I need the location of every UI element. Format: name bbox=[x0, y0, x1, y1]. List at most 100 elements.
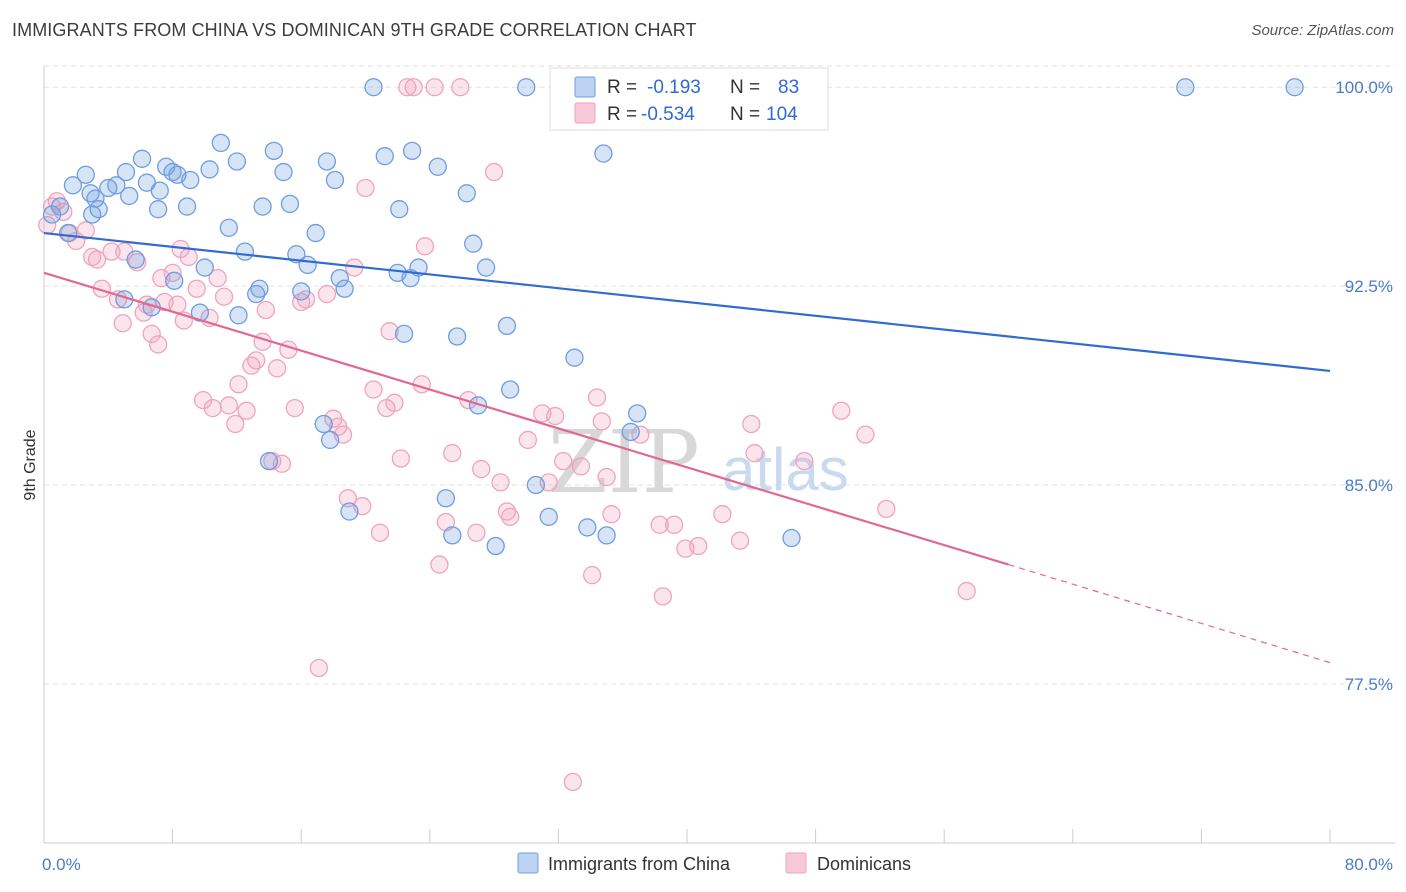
dominican-point-97 bbox=[730, 531, 750, 550]
china-point-27 bbox=[253, 197, 272, 216]
dominican-point-95 bbox=[689, 536, 708, 556]
china-point-24 bbox=[235, 242, 255, 261]
x-tick-label-max: 80.0% bbox=[1345, 855, 1393, 874]
china-point-54 bbox=[476, 258, 496, 277]
dominican-point-83 bbox=[563, 772, 583, 792]
china-point-56 bbox=[497, 316, 517, 336]
dominican-point-93 bbox=[664, 515, 684, 534]
dominican-point-17 bbox=[142, 324, 161, 343]
dominican-point-41 bbox=[267, 359, 287, 378]
china-point-60 bbox=[539, 507, 558, 526]
china-point-62 bbox=[578, 518, 597, 537]
china-point-22 bbox=[219, 218, 239, 237]
china-point-25 bbox=[247, 284, 266, 304]
grid-lines bbox=[44, 65, 1395, 685]
china-point-78 bbox=[229, 306, 248, 325]
china-point-9 bbox=[107, 176, 126, 195]
dominican-point-66 bbox=[425, 78, 444, 97]
legend-swatch-china bbox=[574, 76, 596, 98]
dominican-point-45 bbox=[292, 292, 311, 312]
dominican-point-33 bbox=[226, 414, 245, 434]
china-point-57 bbox=[501, 380, 520, 399]
china-point-50 bbox=[443, 526, 462, 545]
china-point-63 bbox=[594, 144, 613, 163]
china-point-80 bbox=[402, 141, 422, 161]
bottom-legend-swatch-china bbox=[517, 852, 539, 874]
series-dominicans bbox=[38, 78, 976, 792]
china-point-49 bbox=[436, 489, 456, 508]
dominican-point-55 bbox=[356, 178, 375, 198]
china-point-68 bbox=[1285, 78, 1304, 97]
bottom-legend-swatch-dominican bbox=[785, 852, 807, 874]
china-point-58 bbox=[517, 78, 536, 97]
dominican-point-11 bbox=[108, 290, 128, 309]
china-point-33 bbox=[298, 255, 317, 275]
legend-china-r-label: R = bbox=[607, 77, 637, 98]
dominican-point-100 bbox=[795, 451, 814, 471]
dominican-point-92 bbox=[653, 587, 673, 606]
dominican-point-62 bbox=[398, 78, 417, 97]
dominican-point-74 bbox=[484, 162, 504, 182]
trend-line-dominican-extension bbox=[1008, 563, 1331, 664]
china-point-3 bbox=[63, 176, 83, 195]
stats-legend-box bbox=[549, 67, 829, 131]
china-point-4 bbox=[76, 165, 95, 184]
dominican-point-37 bbox=[247, 351, 266, 370]
bottom-legend-dominican: Dominicans bbox=[817, 854, 911, 874]
legend-china-r-value: -0.193 bbox=[647, 77, 701, 98]
dominican-point-89 bbox=[602, 505, 621, 524]
dominican-point-99 bbox=[745, 444, 764, 463]
dominican-point-52 bbox=[338, 489, 357, 508]
dominican-point-78 bbox=[518, 430, 538, 450]
china-point-72 bbox=[126, 250, 145, 269]
dominican-point-103 bbox=[877, 499, 896, 519]
dominican-point-10 bbox=[102, 242, 121, 261]
dominican-point-34 bbox=[229, 375, 248, 394]
dominican-point-63 bbox=[404, 78, 423, 97]
source-label: Source: ZipAtlas.com bbox=[1251, 22, 1394, 39]
china-point-69 bbox=[259, 451, 279, 471]
china-point-37 bbox=[320, 430, 340, 450]
china-point-19 bbox=[181, 170, 200, 190]
china-point-79 bbox=[340, 502, 359, 521]
dominican-point-30 bbox=[208, 269, 227, 288]
dominican-point-98 bbox=[742, 414, 761, 434]
dominican-point-6 bbox=[76, 221, 95, 240]
legend-dominican-n-value: 104 bbox=[766, 104, 798, 125]
china-point-71 bbox=[195, 258, 214, 277]
dominican-point-73 bbox=[472, 459, 491, 479]
china-point-28 bbox=[264, 141, 284, 161]
series-legend: Immigrants from China Dominicans bbox=[517, 852, 911, 874]
dominican-point-44 bbox=[285, 398, 304, 418]
china-point-75 bbox=[83, 205, 102, 224]
y-tick-label-2: 92.5% bbox=[1345, 277, 1393, 296]
dominican-point-29 bbox=[203, 398, 222, 418]
china-point-77 bbox=[148, 200, 168, 219]
chart-title: IMMIGRANTS FROM CHINA VS DOMINICAN 9TH G… bbox=[12, 20, 697, 40]
china-point-10 bbox=[116, 162, 136, 182]
dominican-point-96 bbox=[713, 505, 732, 524]
dominican-point-86 bbox=[587, 388, 607, 407]
y-axis-label: 9th Grade bbox=[22, 429, 39, 500]
dominican-point-12 bbox=[113, 314, 132, 333]
china-point-45 bbox=[394, 324, 414, 343]
legend-china-n-value: 83 bbox=[778, 77, 799, 98]
legend-swatch-dominican bbox=[574, 102, 596, 124]
legend-dominican-n-label: N = bbox=[730, 104, 760, 125]
china-point-26 bbox=[250, 279, 269, 298]
china-point-18 bbox=[177, 197, 197, 216]
dominican-point-91 bbox=[650, 515, 669, 534]
china-point-70 bbox=[165, 271, 184, 290]
trend-line-dominican bbox=[43, 271, 1009, 566]
dominican-point-47 bbox=[309, 658, 329, 678]
legend-dominican-r-value: -0.534 bbox=[641, 104, 695, 125]
dominican-point-8 bbox=[87, 250, 107, 269]
dominican-point-72 bbox=[467, 523, 486, 542]
dominican-point-87 bbox=[592, 412, 611, 431]
china-point-48 bbox=[428, 157, 447, 176]
dominican-point-61 bbox=[391, 449, 411, 468]
china-point-39 bbox=[330, 269, 349, 288]
trend-lines bbox=[43, 231, 1331, 664]
dominican-point-77 bbox=[501, 507, 520, 526]
dominican-point-85 bbox=[583, 566, 602, 585]
